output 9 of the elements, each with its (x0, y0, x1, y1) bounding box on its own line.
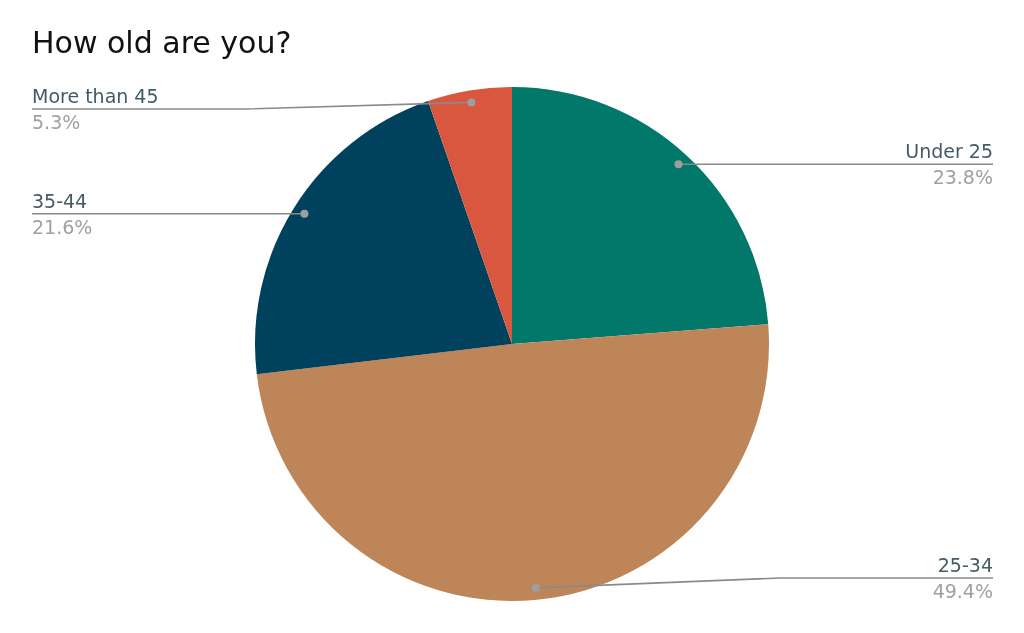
data-label: 21.6% (32, 215, 93, 238)
data-label: 5.3% (32, 111, 81, 133)
slice-label: 35-44 (32, 189, 88, 212)
slice-label: More than 45 (32, 85, 159, 107)
slice-label: Under 25 (905, 140, 993, 163)
data-label: 23.8% (932, 166, 993, 189)
chart-title: How old are you? (32, 24, 292, 60)
slice-label: 25-34 (937, 554, 993, 576)
data-label: 49.4% (932, 580, 993, 602)
